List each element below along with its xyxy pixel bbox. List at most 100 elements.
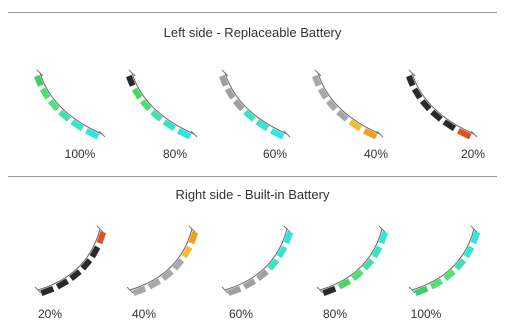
right-gauge-4-segment-2 bbox=[337, 278, 352, 290]
left-gauge-1-segment-1 bbox=[34, 74, 44, 87]
right-gauge-5-cap-2 bbox=[470, 225, 478, 233]
right-gauge-2-outline bbox=[129, 228, 193, 291]
right-gauge-4 bbox=[316, 225, 389, 296]
left-gauge-5-segment-6 bbox=[457, 128, 472, 140]
left-gauge-label-3: 60% bbox=[262, 147, 288, 161]
left-gauge-1-segment-4 bbox=[58, 109, 71, 122]
left-gauge-4-segment-3 bbox=[325, 99, 338, 112]
right-gauge-3-segment-4 bbox=[267, 258, 280, 271]
right-gauge-2 bbox=[126, 225, 199, 296]
right-gauge-5-segment-4 bbox=[454, 258, 467, 271]
right-gauge-3-segment-6 bbox=[283, 231, 294, 245]
left-gauge-5-segment-1 bbox=[406, 74, 416, 87]
left-gauge-3 bbox=[219, 69, 291, 140]
right-gauge-5 bbox=[408, 225, 481, 296]
right-gauge-2-segment-3 bbox=[161, 269, 174, 281]
right-gauge-1-cap-2 bbox=[96, 225, 104, 233]
right-gauge-3 bbox=[221, 225, 294, 296]
left-gauge-3-segment-5 bbox=[255, 119, 270, 132]
right-gauge-5-segment-1 bbox=[414, 285, 429, 296]
right-gauge-4-cap-1 bbox=[316, 286, 324, 294]
right-gauge-label-4: 80% bbox=[322, 307, 348, 321]
right-gauge-1-segment-4 bbox=[80, 258, 93, 271]
left-gauge-5-cap-1 bbox=[408, 69, 416, 77]
left-gauge-4-segment-1 bbox=[312, 74, 322, 87]
right-gauge-5-segment-5 bbox=[463, 245, 475, 259]
left-gauge-1 bbox=[34, 69, 106, 140]
left-gauge-2-segment-2 bbox=[131, 87, 143, 100]
right-gauge-2-segment-6 bbox=[188, 231, 199, 245]
right-gauge-3-segment-5 bbox=[276, 245, 288, 259]
right-gauge-1-segment-3 bbox=[69, 269, 82, 281]
right-gauge-1-cap-1 bbox=[34, 286, 42, 294]
right-gauge-2-cap-2 bbox=[188, 225, 196, 233]
right-gauge-1-outline bbox=[37, 228, 101, 291]
right-gauge-2-segment-5 bbox=[181, 245, 193, 259]
left-gauge-2-segment-6 bbox=[177, 128, 192, 140]
left-gauge-3-segment-3 bbox=[232, 99, 245, 112]
left-gauge-3-outline bbox=[224, 72, 288, 135]
left-gauge-4-segment-2 bbox=[317, 87, 329, 100]
left-gauge-2-segment-4 bbox=[150, 109, 163, 122]
left-gauge-5 bbox=[406, 69, 478, 140]
right-gauge-4-cap-2 bbox=[378, 225, 386, 233]
right-gauge-2-cap-1 bbox=[126, 286, 134, 294]
left-gauge-1-segment-2 bbox=[39, 87, 51, 100]
top-divider bbox=[8, 12, 497, 13]
left-gauge-1-segment-5 bbox=[70, 119, 85, 132]
left-gauge-4-cap-1 bbox=[314, 69, 322, 77]
right-gauge-4-segment-1 bbox=[322, 285, 337, 296]
left-gauge-3-segment-6 bbox=[270, 128, 285, 140]
left-gauge-4-segment-6 bbox=[363, 128, 378, 140]
left-section-title: Left side - Replaceable Battery bbox=[163, 25, 342, 40]
left-gauge-1-segment-3 bbox=[47, 99, 60, 112]
left-gauge-2-outline bbox=[131, 72, 195, 135]
left-gauge-2 bbox=[126, 69, 198, 140]
left-gauge-4-cap-2 bbox=[376, 130, 384, 138]
right-gauge-3-cap-1 bbox=[221, 286, 229, 294]
left-gauge-1-outline bbox=[39, 72, 103, 135]
right-gauge-4-outline bbox=[319, 228, 383, 291]
left-gauge-5-segment-4 bbox=[430, 109, 443, 122]
right-gauge-1 bbox=[34, 225, 107, 296]
right-gauge-2-segment-2 bbox=[147, 278, 162, 290]
left-gauge-3-segment-1 bbox=[219, 74, 229, 87]
right-gauge-1-segment-6 bbox=[96, 231, 107, 245]
middle-divider bbox=[8, 176, 497, 177]
right-gauge-5-outline bbox=[411, 228, 475, 291]
right-gauge-3-segment-1 bbox=[227, 285, 242, 296]
right-gauge-5-segment-3 bbox=[443, 269, 456, 281]
left-gauge-2-segment-5 bbox=[162, 119, 177, 132]
left-gauge-2-cap-2 bbox=[190, 130, 198, 138]
left-gauge-4-segment-4 bbox=[336, 109, 349, 122]
left-gauge-5-cap-2 bbox=[470, 130, 478, 138]
right-gauge-5-segment-2 bbox=[429, 278, 444, 290]
right-gauge-4-segment-5 bbox=[371, 245, 383, 259]
right-section-title: Right side - Built-in Battery bbox=[175, 187, 330, 202]
right-gauge-1-segment-5 bbox=[89, 245, 101, 259]
right-gauge-2-segment-1 bbox=[132, 285, 147, 296]
right-gauge-1-segment-1 bbox=[40, 285, 55, 296]
left-gauge-5-outline bbox=[411, 72, 475, 135]
right-gauge-4-segment-6 bbox=[378, 231, 389, 245]
right-gauge-4-segment-3 bbox=[351, 269, 364, 281]
left-gauge-5-segment-2 bbox=[411, 87, 423, 100]
right-gauge-3-segment-2 bbox=[242, 278, 257, 290]
left-gauge-3-segment-4 bbox=[243, 109, 256, 122]
right-gauge-5-segment-6 bbox=[470, 231, 481, 245]
right-gauge-3-cap-2 bbox=[283, 225, 291, 233]
left-gauge-1-segment-6 bbox=[85, 128, 100, 140]
right-gauge-label-2: 40% bbox=[131, 307, 157, 321]
right-gauge-label-1: 20% bbox=[37, 307, 63, 321]
left-gauge-1-cap-1 bbox=[36, 69, 44, 77]
right-gauge-2-segment-4 bbox=[172, 258, 185, 271]
left-gauge-3-cap-2 bbox=[283, 130, 291, 138]
left-gauge-label-4: 40% bbox=[363, 147, 389, 161]
left-gauge-5-segment-5 bbox=[442, 119, 457, 132]
right-gauge-label-3: 60% bbox=[228, 307, 254, 321]
left-gauge-2-segment-1 bbox=[126, 74, 136, 87]
right-gauge-4-segment-4 bbox=[362, 258, 375, 271]
right-gauge-3-outline bbox=[224, 228, 288, 291]
left-gauge-label-2: 80% bbox=[162, 147, 188, 161]
